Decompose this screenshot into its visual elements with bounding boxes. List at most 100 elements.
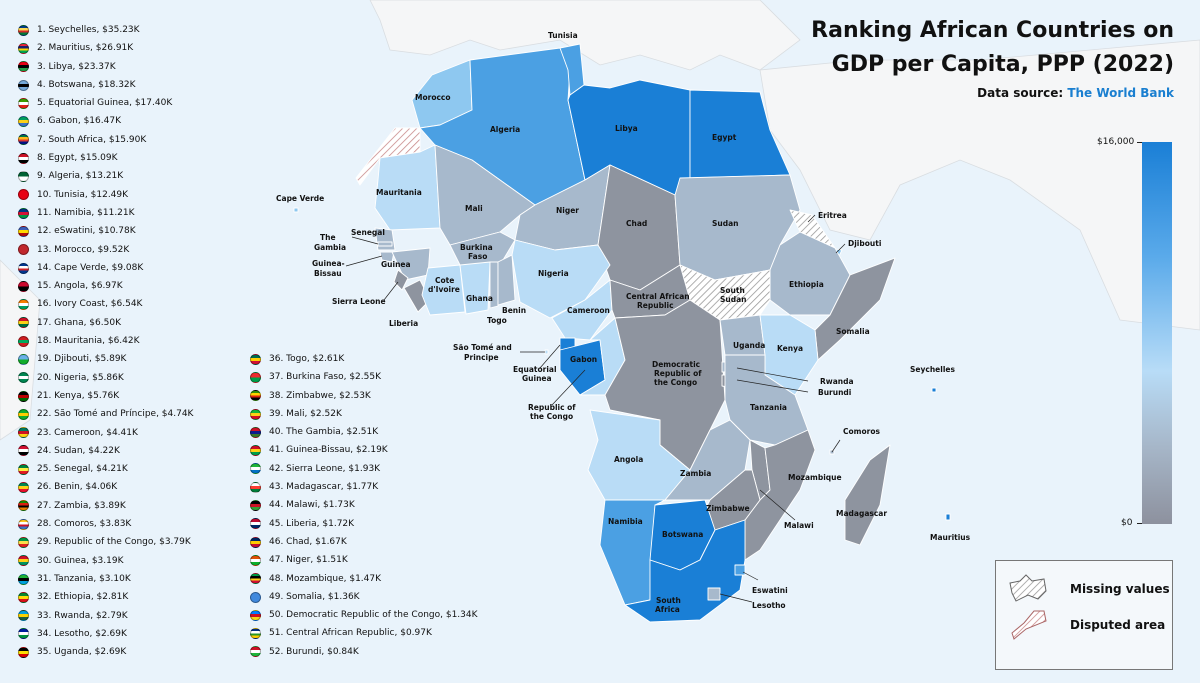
ranking-item: 44. Malawi, $1.73K xyxy=(250,496,478,514)
label-zimbabwe: Zimbabwe xyxy=(706,504,750,513)
lesotho-region xyxy=(707,587,721,601)
label-south-sudan-2: Sudan xyxy=(720,295,747,304)
label-the-gambia-1: The xyxy=(320,233,336,242)
flag-icon xyxy=(18,171,29,183)
flag-icon xyxy=(250,445,261,457)
label-eswatini: Eswatini xyxy=(752,586,788,595)
label-senegal: Senegal xyxy=(351,228,385,237)
eswatini-region xyxy=(734,564,746,576)
flag-icon xyxy=(18,518,29,530)
flag-icon xyxy=(18,573,29,585)
guinea-region xyxy=(391,247,431,281)
europe-landmass xyxy=(369,0,801,71)
label-liberia: Liberia xyxy=(389,319,418,328)
ranking-item: 21. Kenya, $5.76K xyxy=(18,387,193,405)
flag-icon xyxy=(18,244,29,256)
flag-icon xyxy=(250,481,261,493)
ranking-item: 29. Republic of the Congo, $3.79K xyxy=(18,533,193,551)
legend-disputed: Disputed area xyxy=(1006,609,1165,641)
seychelles-region xyxy=(931,387,937,393)
flag-icon xyxy=(18,61,29,73)
ranking-item: 50. Democratic Republic of the Congo, $1… xyxy=(250,606,478,624)
label-seychelles: Seychelles xyxy=(910,365,955,374)
flag-icon xyxy=(18,353,29,365)
egypt-region xyxy=(689,89,791,179)
label-sierra-leone: Sierra Leone xyxy=(332,297,386,306)
label-cape-verde: Cape Verde xyxy=(276,194,324,203)
guinea-bissau-region xyxy=(379,251,395,263)
ranking-text: 51. Central African Republic, $0.97K xyxy=(269,628,432,639)
label-drc-2: Republic of xyxy=(654,369,702,378)
ranking-item: 49. Somalia, $1.36K xyxy=(250,588,478,606)
ranking-text: 47. Niger, $1.51K xyxy=(269,555,348,566)
sierra-leone-region xyxy=(393,269,409,291)
ranking-item: 16. Ivory Coast, $6.54K xyxy=(18,295,193,313)
ranking-item: 40. The Gambia, $2.51K xyxy=(250,423,478,441)
sao-tome-region xyxy=(544,349,549,355)
flag-icon xyxy=(18,427,29,439)
ghana-region xyxy=(459,261,491,315)
missing-values-swatch xyxy=(1009,574,1047,602)
ranking-text: 38. Zimbabwe, $2.53K xyxy=(269,390,371,401)
source-link[interactable]: The World Bank xyxy=(1067,86,1174,100)
ranking-text: 22. São Tomé and Príncipe, $4.74K xyxy=(37,409,194,420)
ranking-text: 36. Togo, $2.61K xyxy=(269,354,345,364)
label-guinea: Guinea xyxy=(381,260,411,269)
ranking-text: 15. Angola, $6.97K xyxy=(37,281,123,292)
ranking-item: 1. Seychelles, $35.23K xyxy=(18,21,193,39)
ranking-text: 19. Djibouti, $5.89K xyxy=(37,354,127,365)
flag-icon xyxy=(18,97,29,109)
sierra-leone-leader xyxy=(383,281,399,301)
label-mali: Mali xyxy=(465,204,483,213)
label-tunisia: Tunisia xyxy=(548,31,578,40)
label-ghana: Ghana xyxy=(466,294,493,303)
label-angola: Angola xyxy=(614,455,643,464)
label-libya: Libya xyxy=(615,124,638,133)
benin-region xyxy=(497,254,516,306)
ranking-text: 32. Ethiopia, $2.81K xyxy=(37,592,129,603)
eswatini-leader xyxy=(742,571,759,581)
flag-icon xyxy=(250,573,261,585)
label-gabon: Gabon xyxy=(570,355,597,364)
ranking-text: 8. Egypt, $15.09K xyxy=(37,153,118,164)
flag-icon xyxy=(18,317,29,329)
ranking-text: 34. Lesotho, $2.69K xyxy=(37,628,127,639)
madagascar-region xyxy=(844,444,891,546)
gambia-leader xyxy=(351,236,379,245)
flag-icon xyxy=(250,390,261,402)
ranking-item: 8. Egypt, $15.09K xyxy=(18,149,193,167)
lesotho-leader xyxy=(719,593,753,603)
ranking-item: 17. Ghana, $6.50K xyxy=(18,314,193,332)
scale-max-label: $16,000 xyxy=(1097,137,1135,147)
ranking-item: 30. Guinea, $3.19K xyxy=(18,552,193,570)
flag-icon xyxy=(18,482,29,494)
ranking-item: 25. Senegal, $4.21K xyxy=(18,460,193,478)
flag-icon xyxy=(250,371,261,383)
label-botswana: Botswana xyxy=(662,530,703,539)
ranking-item: 2. Mauritius, $26.91K xyxy=(18,39,193,57)
ranking-item: 45. Liberia, $1.72K xyxy=(250,515,478,533)
somalia-region xyxy=(814,257,896,361)
label-eritrea: Eritrea xyxy=(818,211,847,220)
zambia-region xyxy=(664,419,751,501)
flag-icon xyxy=(250,463,261,475)
legend-missing-label: Missing values xyxy=(1070,582,1170,596)
label-guinea-bissau-1: Guinea- xyxy=(312,259,345,268)
comoros-leader xyxy=(831,439,841,453)
flag-icon xyxy=(18,262,29,274)
ranking-text: 4. Botswana, $18.32K xyxy=(37,79,136,90)
scale-min-label: $0 xyxy=(1121,518,1133,528)
flag-icon xyxy=(18,280,29,292)
mauritius-region xyxy=(945,513,951,521)
flag-icon xyxy=(18,299,29,311)
label-togo: Togo xyxy=(487,316,507,325)
flag-icon xyxy=(18,134,29,146)
ranking-item: 24. Sudan, $4.22K xyxy=(18,442,193,460)
ranking-item: 20. Nigeria, $5.86K xyxy=(18,369,193,387)
title-line-2: GDP per Capita, PPP (2022) xyxy=(831,52,1174,77)
label-south-africa-1: South xyxy=(656,596,681,605)
label-the-gambia-2: Gambia xyxy=(314,243,346,252)
flag-icon xyxy=(250,609,261,621)
flag-icon xyxy=(18,42,29,54)
flag-icon xyxy=(250,536,261,548)
